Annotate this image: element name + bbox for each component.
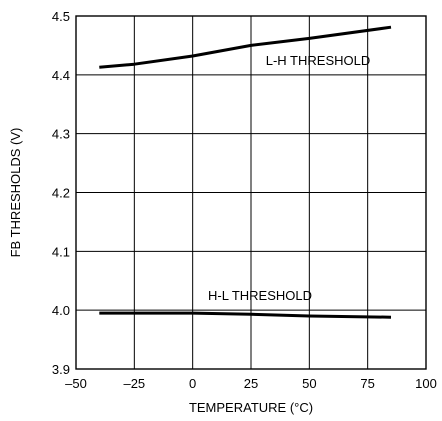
y-tick-labels: 3.9 4.0 4.1 4.2 4.3 4.4 4.5 xyxy=(52,9,70,377)
x-tick-label: 0 xyxy=(189,376,196,391)
y-tick-label: 4.0 xyxy=(52,303,70,318)
series-label-lh-threshold: L-H THRESHOLD xyxy=(266,53,371,68)
x-tick-label: –25 xyxy=(123,376,145,391)
series-label-hl-threshold: H-L THRESHOLD xyxy=(208,288,312,303)
y-tick-label: 4.2 xyxy=(52,186,70,201)
y-tick-label: 4.5 xyxy=(52,9,70,24)
x-tick-label: 75 xyxy=(360,376,374,391)
series-lines xyxy=(99,25,392,319)
x-tick-label: 50 xyxy=(302,376,316,391)
x-tick-labels: –50 –25 0 25 50 75 100 xyxy=(65,376,437,391)
x-tick-label: –50 xyxy=(65,376,87,391)
series-line-1 xyxy=(99,311,392,319)
plot-frame xyxy=(75,15,427,370)
y-tick-label: 4.3 xyxy=(52,127,70,142)
y-tick-label: 4.1 xyxy=(52,244,70,259)
x-tick-label: 100 xyxy=(415,376,437,391)
y-tick-label: 3.9 xyxy=(52,362,70,377)
x-tick-label: 25 xyxy=(244,376,258,391)
x-axis-title: TEMPERATURE (°C) xyxy=(189,400,313,415)
series-line-0 xyxy=(99,25,392,69)
y-tick-label: 4.4 xyxy=(52,68,70,83)
y-axis-title: FB THRESHOLDS (V) xyxy=(8,128,23,258)
